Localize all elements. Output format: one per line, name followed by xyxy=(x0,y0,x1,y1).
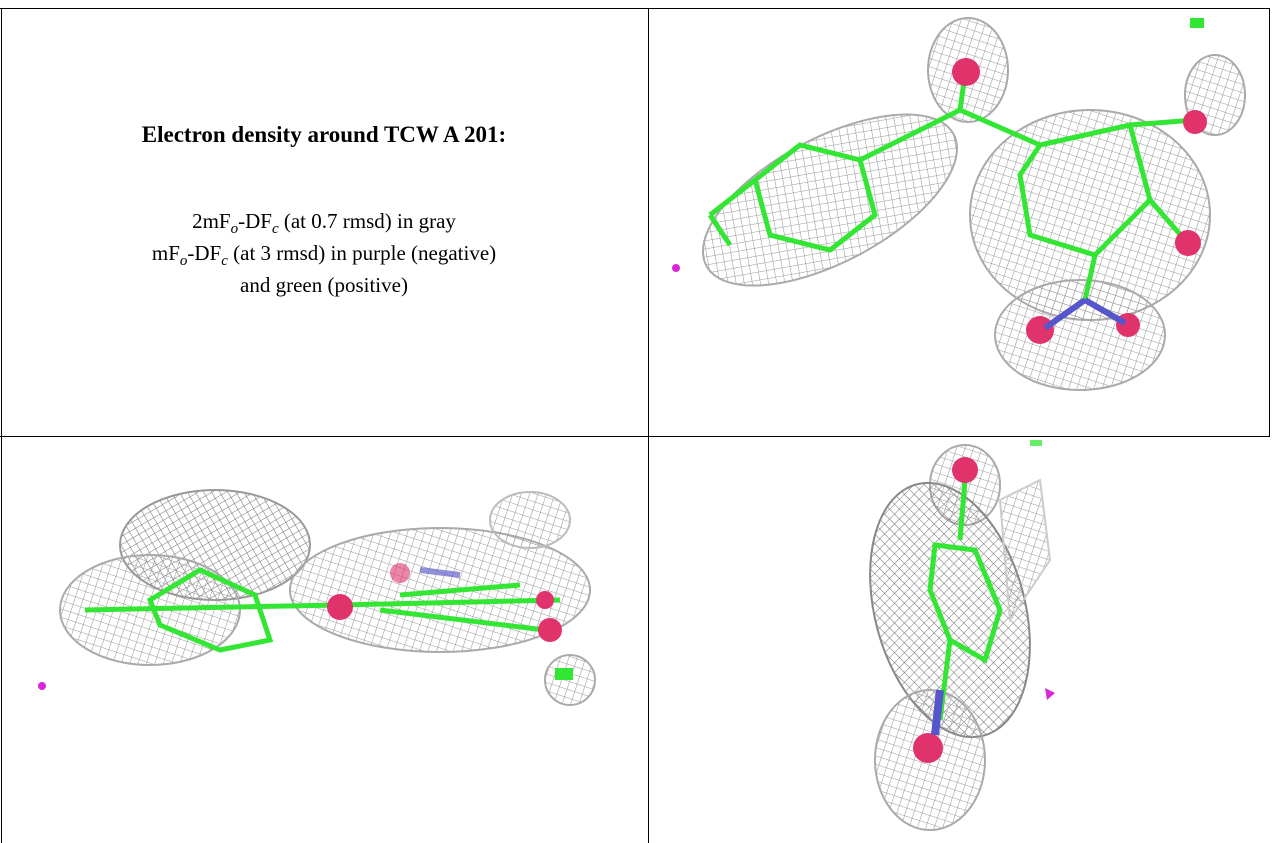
map-legend: 2mFo-DFc (at 0.7 rmsd) in gray mFo-DFc (… xyxy=(0,205,648,301)
subscript: c xyxy=(221,253,228,269)
subscript: o xyxy=(231,221,239,237)
density-view-top xyxy=(672,18,1245,390)
legend-text: and green (positive) xyxy=(240,273,408,297)
legend-text: -DF xyxy=(238,209,272,233)
figure-title: Electron density around TCW A 201: xyxy=(0,122,648,148)
legend-line: mFo-DFc (at 3 rmsd) in purple (negative) xyxy=(0,237,648,269)
legend-text: (at 0.7 rmsd) in gray xyxy=(279,209,456,233)
subscript: c xyxy=(272,221,279,237)
legend-line: and green (positive) xyxy=(0,269,648,301)
density-view-side xyxy=(38,490,595,705)
legend-text: 2mF xyxy=(192,209,231,233)
density-view-end xyxy=(844,440,1056,830)
legend-text: (at 3 rmsd) in purple (negative) xyxy=(228,241,496,265)
page: {"figure": {"title": "Electron density a… xyxy=(0,0,1276,843)
legend-line: 2mFo-DFc (at 0.7 rmsd) in gray xyxy=(0,205,648,237)
legend-text: -DF xyxy=(187,241,221,265)
legend-text: mF xyxy=(152,241,180,265)
